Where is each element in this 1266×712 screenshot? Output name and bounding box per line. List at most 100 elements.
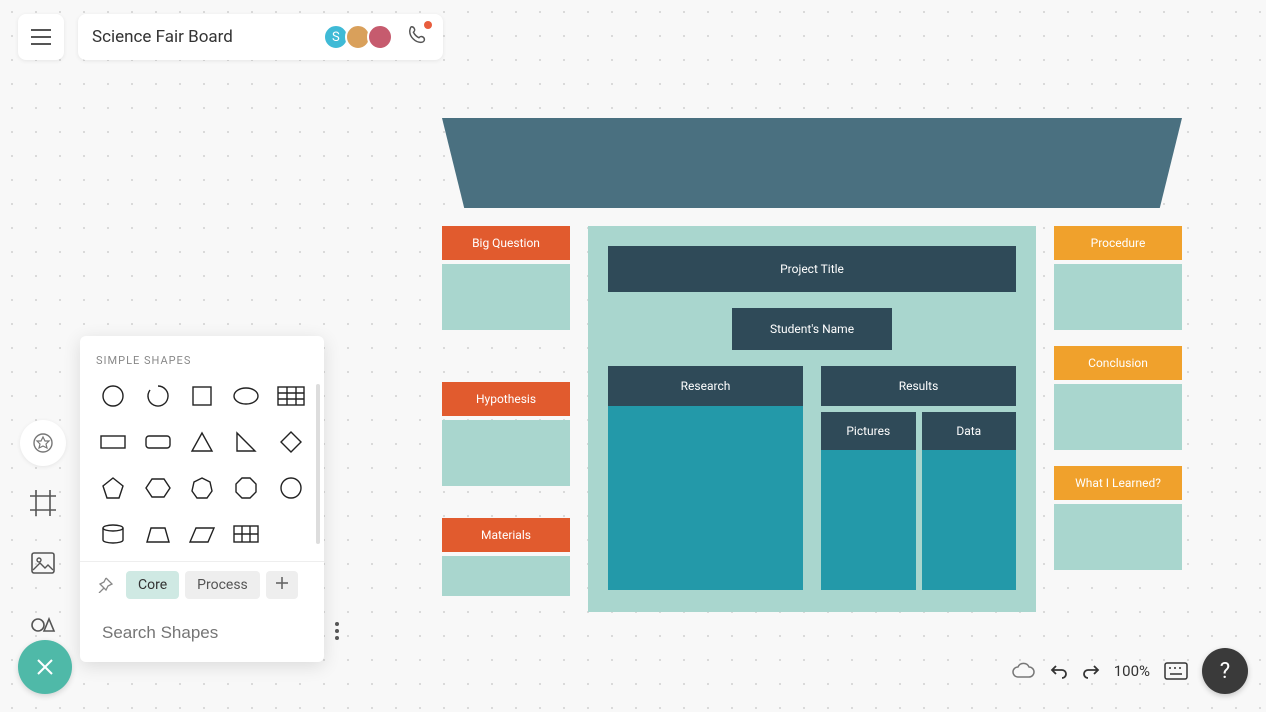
shape-grid <box>80 377 324 561</box>
research-body[interactable] <box>608 406 803 590</box>
search-more-button[interactable] <box>331 618 343 648</box>
block-header: What I Learned? <box>1054 466 1182 500</box>
block-body[interactable] <box>1054 264 1182 330</box>
shape-ellipse[interactable] <box>225 377 267 415</box>
collaborators: S <box>323 24 429 50</box>
shapes-panel: SIMPLE SHAPES Core Process <box>80 336 324 662</box>
shape-circle[interactable] <box>92 377 134 415</box>
block-big-question[interactable]: Big Question <box>442 226 570 330</box>
shape-square[interactable] <box>181 377 223 415</box>
image-tool-button[interactable] <box>20 540 66 586</box>
shapes-tool-button[interactable] <box>20 420 66 466</box>
redo-button[interactable] <box>1082 663 1100 679</box>
shapes-combo-icon <box>30 611 56 635</box>
board-banner[interactable] <box>442 118 1182 208</box>
frame-icon <box>30 490 56 516</box>
shape-pentagon[interactable] <box>92 469 134 507</box>
block-header: Procedure <box>1054 226 1182 260</box>
plus-icon <box>276 577 288 589</box>
pictures-header: Pictures <box>821 412 916 450</box>
bottom-right-controls: 100% ? <box>1010 648 1248 694</box>
call-notification-dot <box>424 21 432 29</box>
block-header: Conclusion <box>1054 346 1182 380</box>
shape-octagon[interactable] <box>225 469 267 507</box>
research-group[interactable]: Research <box>608 366 803 590</box>
search-row <box>80 608 324 662</box>
search-shapes-input[interactable] <box>102 623 323 643</box>
shape-grid3[interactable] <box>225 515 267 553</box>
shape-table[interactable] <box>270 377 312 415</box>
zoom-level[interactable]: 100% <box>1114 662 1150 680</box>
block-procedure[interactable]: Procedure <box>1054 226 1182 330</box>
undo-button[interactable] <box>1050 663 1068 679</box>
keyboard-icon <box>1164 662 1188 680</box>
shapes-panel-label: SIMPLE SHAPES <box>80 336 324 377</box>
block-body[interactable] <box>1054 384 1182 450</box>
results-group[interactable]: Results Pictures Data <box>821 366 1016 590</box>
shape-parallelogram[interactable] <box>181 515 223 553</box>
panel-tabs: Core Process <box>80 561 324 608</box>
redo-icon <box>1082 663 1100 679</box>
undo-icon <box>1050 663 1068 679</box>
results-header: Results <box>821 366 1016 406</box>
cloud-icon <box>1010 661 1036 681</box>
left-toolbar <box>20 420 66 646</box>
keyboard-button[interactable] <box>1164 662 1188 680</box>
star-shapes-icon <box>31 431 55 455</box>
close-icon <box>36 658 54 676</box>
block-learned[interactable]: What I Learned? <box>1054 466 1182 570</box>
shape-rectangle[interactable] <box>92 423 134 461</box>
shape-triangle[interactable] <box>181 423 223 461</box>
center-column[interactable]: Project Title Student's Name Research Re… <box>588 226 1036 612</box>
shape-diamond[interactable] <box>270 423 312 461</box>
title-bar: Science Fair Board S <box>78 14 443 60</box>
top-header: Science Fair Board S <box>18 14 443 60</box>
menu-button[interactable] <box>18 14 64 60</box>
panel-scrollbar[interactable] <box>316 384 320 544</box>
pin-icon <box>97 577 113 593</box>
shape-trapezoid[interactable] <box>136 515 178 553</box>
image-icon <box>31 552 55 574</box>
tab-add[interactable] <box>266 571 298 599</box>
board-content[interactable]: Big Question Hypothesis Materials Projec… <box>442 118 1182 612</box>
block-header: Big Question <box>442 226 570 260</box>
block-body[interactable] <box>442 420 570 486</box>
block-conclusion[interactable]: Conclusion <box>1054 346 1182 450</box>
shape-hexagon[interactable] <box>136 469 178 507</box>
block-hypothesis[interactable]: Hypothesis <box>442 382 570 486</box>
shape-cylinder-top[interactable] <box>92 515 134 553</box>
project-title-box[interactable]: Project Title <box>608 246 1016 292</box>
tab-process[interactable]: Process <box>185 571 260 599</box>
block-materials[interactable]: Materials <box>442 518 570 596</box>
block-body[interactable] <box>442 264 570 330</box>
block-header: Materials <box>442 518 570 552</box>
shape-right-triangle[interactable] <box>225 423 267 461</box>
avatar-3[interactable] <box>367 24 393 50</box>
right-column: Procedure Conclusion What I Learned? <box>1054 226 1182 612</box>
hamburger-icon <box>31 29 51 45</box>
shape-empty <box>270 515 312 553</box>
left-column: Big Question Hypothesis Materials <box>442 226 570 612</box>
research-results-row: Research Results Pictures Data <box>608 366 1016 590</box>
close-panel-button[interactable] <box>18 640 72 694</box>
block-body[interactable] <box>1054 504 1182 570</box>
cloud-sync-button[interactable] <box>1010 661 1036 681</box>
help-icon: ? <box>1220 659 1230 684</box>
board-title[interactable]: Science Fair Board <box>92 27 233 47</box>
call-button[interactable] <box>407 24 429 50</box>
research-header: Research <box>608 366 803 406</box>
pin-button[interactable] <box>90 570 120 600</box>
data-header: Data <box>922 412 1017 450</box>
help-button[interactable]: ? <box>1202 648 1248 694</box>
shape-rounded-rect[interactable] <box>136 423 178 461</box>
student-name-box[interactable]: Student's Name <box>732 308 892 350</box>
shape-arc[interactable] <box>136 377 178 415</box>
tab-core[interactable]: Core <box>126 571 179 599</box>
data-body[interactable] <box>922 450 1017 590</box>
frame-tool-button[interactable] <box>20 480 66 526</box>
block-body[interactable] <box>442 556 570 596</box>
more-vertical-icon <box>335 622 339 640</box>
shape-nonagon[interactable] <box>270 469 312 507</box>
pictures-body[interactable] <box>821 450 916 590</box>
shape-heptagon[interactable] <box>181 469 223 507</box>
